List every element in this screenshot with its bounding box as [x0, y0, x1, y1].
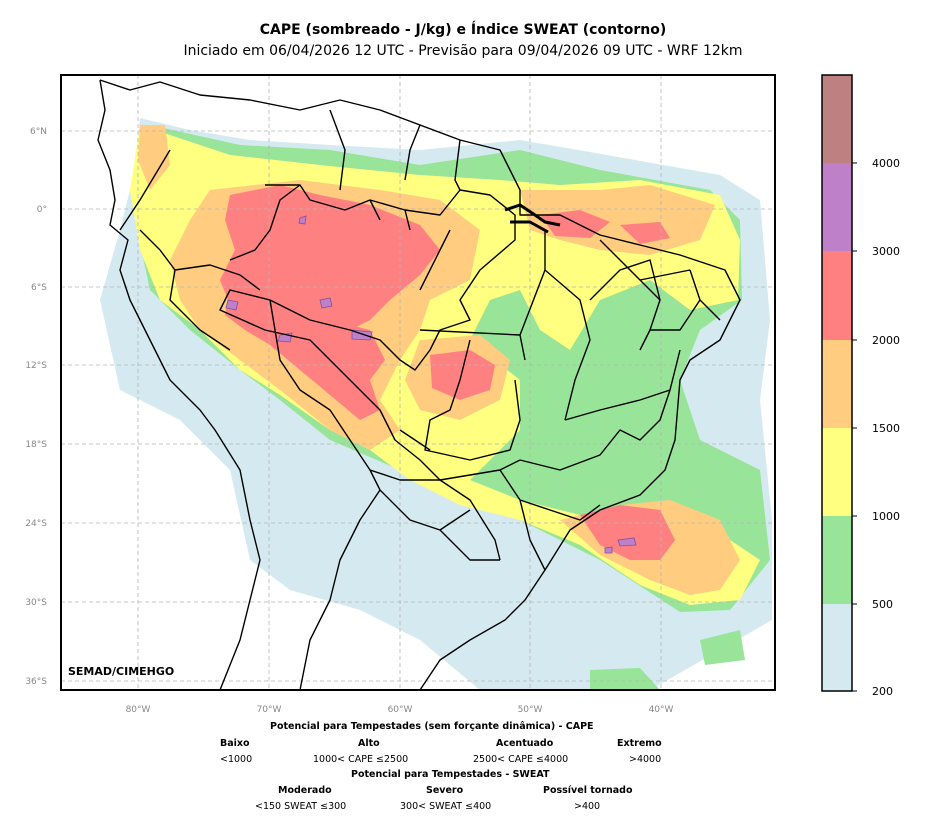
- lat-tick: 0°: [37, 205, 47, 215]
- lon-tick: 60°W: [388, 705, 413, 715]
- cape-level-range: <1000: [220, 754, 253, 765]
- colorbar-label: 500: [872, 598, 893, 611]
- lat-tick: 18°S: [25, 440, 47, 450]
- cape-legend-title: Potencial para Tempestades (sem forçante…: [270, 721, 594, 732]
- colorbar-segment: [822, 340, 852, 428]
- colorbar-segment: [822, 604, 852, 691]
- colorbar-segment: [822, 516, 852, 604]
- cape-level-range: 2500< CAPE ≤4000: [473, 754, 569, 765]
- lat-tick: 6°N: [30, 127, 47, 137]
- lon-tick: 70°W: [257, 705, 282, 715]
- lon-tick: 80°W: [126, 705, 151, 715]
- cape-field: [100, 118, 772, 690]
- latitude-labels: 6°N 0° 6°S 12°S 18°S 24°S 30°S 36°S: [25, 127, 47, 687]
- credit-label: SEMAD/CIMEHGO: [68, 665, 174, 678]
- map-subtitle: Iniciado em 06/04/2026 12 UTC - Previsão…: [183, 43, 743, 59]
- brazil-border: [219, 184, 516, 561]
- lon-tick: 40°W: [649, 705, 674, 715]
- colorbar-label: 4000: [872, 157, 900, 170]
- amazon-delta: [504, 203, 561, 234]
- neighbor-borders: [119, 109, 500, 690]
- political-borders: [97, 79, 741, 690]
- colorbar-label: 3000: [872, 245, 900, 258]
- colorbar-segment: [822, 428, 852, 516]
- lat-tick: 24°S: [25, 519, 47, 529]
- cape-level-label: Alto: [358, 738, 380, 749]
- sweat-level-label: Severo: [426, 785, 464, 796]
- lat-tick: 30°S: [25, 598, 47, 608]
- colorbar-segment: [822, 251, 852, 340]
- sweat-level-range: >400: [574, 801, 601, 812]
- lon-tick: 50°W: [518, 705, 543, 715]
- cape-level-label: Acentuado: [496, 738, 554, 749]
- colorbar-segment: [822, 75, 852, 163]
- colorbar-label: 2000: [872, 334, 900, 347]
- colorbar-segment: [822, 163, 852, 251]
- cape-level-range: >4000: [629, 754, 662, 765]
- lat-tick: 36°S: [25, 677, 47, 687]
- sweat-level-range: <150 SWEAT ≤300: [255, 801, 347, 812]
- cape-level-label: Baixo: [220, 738, 250, 749]
- sweat-level-label: Possível tornado: [543, 785, 633, 796]
- sweat-level-label: Moderado: [278, 785, 332, 796]
- cape-level-range: 1000< CAPE ≤2500: [313, 754, 409, 765]
- lat-tick: 6°S: [31, 283, 47, 293]
- cape-band-2000-3000: [220, 185, 675, 560]
- colorbar-label: 1000: [872, 510, 900, 523]
- lat-tick: 12°S: [25, 361, 47, 371]
- map-title: CAPE (sombreado - J/kg) e Índice SWEAT (…: [259, 22, 667, 38]
- sweat-level-range: 300< SWEAT ≤400: [400, 801, 492, 812]
- colorbar-label: 1500: [872, 422, 900, 435]
- sweat-legend-title: Potencial para Tempestades - SWEAT: [351, 769, 550, 780]
- longitude-labels: 80°W 70°W 60°W 50°W 40°W: [126, 705, 674, 715]
- coastline: [97, 79, 741, 690]
- colorbar-label: 200: [872, 685, 893, 698]
- map-frame: [60, 74, 776, 691]
- cape-band-3000-4000: [225, 215, 637, 554]
- colorbar-frame: [821, 74, 853, 692]
- state-borders: [399, 229, 721, 571]
- cape-level-label: Extremo: [617, 738, 662, 749]
- colorbar: 200 500 1000 1500 2000 3000 4000: [821, 74, 900, 698]
